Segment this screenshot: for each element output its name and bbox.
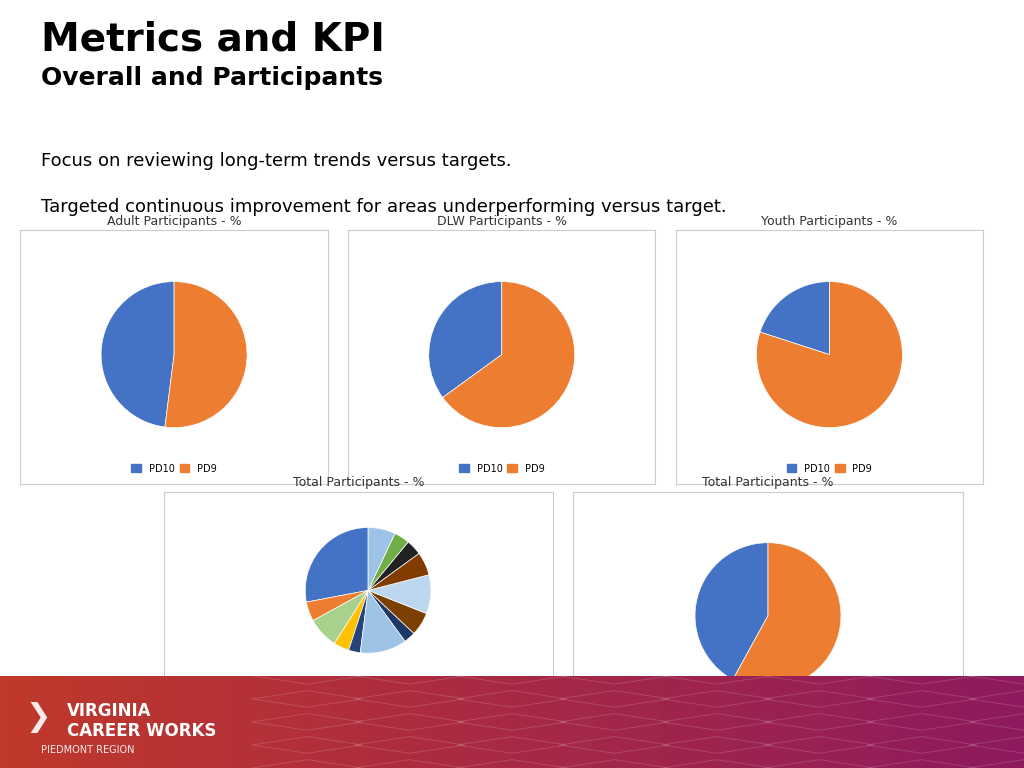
Legend: PD10, PD9: PD10, PD9 (783, 461, 876, 476)
Text: Metrics and KPI: Metrics and KPI (41, 21, 385, 58)
Title: DLW Participants - %: DLW Participants - % (437, 215, 566, 228)
Title: Youth Participants - %: Youth Participants - % (761, 215, 898, 228)
Legend: Albemarle County, City of Charlottesville, Fluvanna County, Greene County, Louis: Albemarle County, City of Charlottesvill… (172, 680, 482, 738)
Title: Total Participants - %: Total Participants - % (293, 476, 424, 489)
Text: Focus on reviewing long-term trends versus targets.: Focus on reviewing long-term trends vers… (41, 152, 512, 170)
Legend: PD10, PD9: PD10, PD9 (456, 461, 548, 476)
Text: Targeted continuous improvement for areas underperforming versus target.: Targeted continuous improvement for area… (41, 198, 727, 216)
Title: Adult Participants - %: Adult Participants - % (106, 215, 242, 228)
Legend: PD10, PD9: PD10, PD9 (128, 461, 220, 476)
Text: PIEDMONT REGION: PIEDMONT REGION (41, 744, 134, 755)
Text: VIRGINIA
CAREER WORKS: VIRGINIA CAREER WORKS (67, 702, 216, 740)
Title: Total Participants - %: Total Participants - % (702, 476, 834, 489)
Legend: PD10, PD9: PD10, PD9 (722, 722, 814, 737)
Text: Overall and Participants: Overall and Participants (41, 66, 383, 91)
Text: ❯: ❯ (26, 702, 51, 733)
